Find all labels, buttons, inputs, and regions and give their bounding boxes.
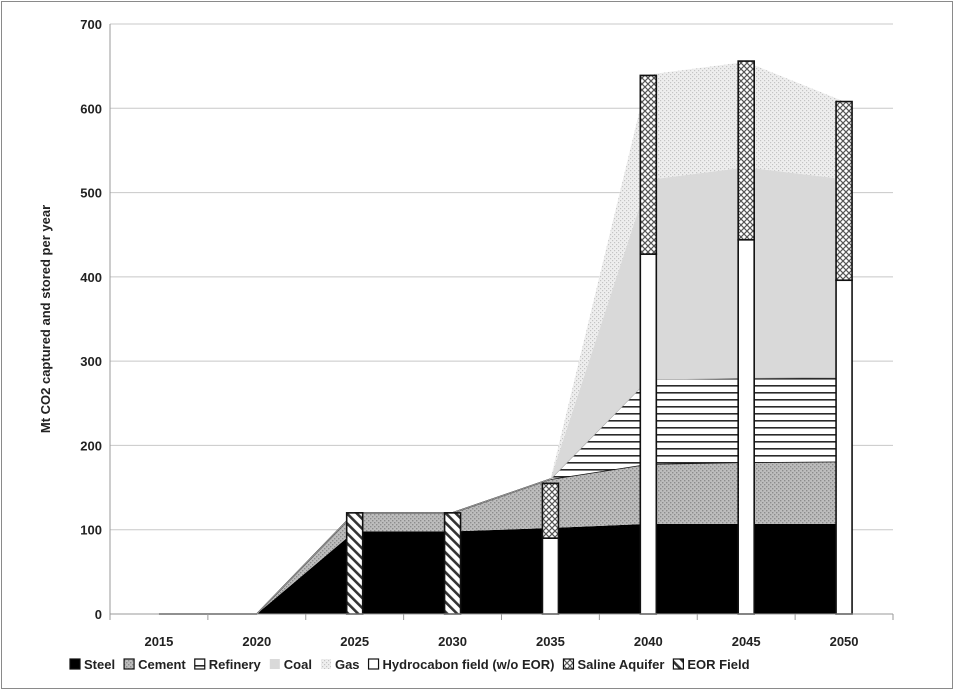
legend-label: Coal bbox=[284, 657, 312, 672]
bar-hydrocabon-field-w-o-eor-2035 bbox=[541, 537, 560, 615]
bar-saline-aquifer-2050 bbox=[835, 100, 853, 282]
y-tick-label: 300 bbox=[80, 354, 102, 369]
bar-saline-aquifer-2040 bbox=[639, 74, 658, 255]
area-edge-refinery bbox=[158, 376, 845, 615]
x-tick-label: 2050 bbox=[830, 634, 859, 649]
legend-item-cement: Cement bbox=[123, 657, 186, 672]
bar-saline-aquifer-2045 bbox=[737, 60, 755, 241]
x-tick-label: 2020 bbox=[242, 634, 271, 649]
legend-swatch bbox=[69, 658, 81, 670]
area-coal bbox=[158, 167, 845, 615]
legend-swatch bbox=[269, 659, 280, 669]
legend-item-steel: Steel bbox=[69, 657, 115, 672]
legend-item-hydrocabon-field-w-o-eor: Hydrocabon field (w/o EOR) bbox=[367, 657, 555, 672]
legend-item-refinery: Refinery bbox=[194, 657, 262, 672]
x-tick-label: 2025 bbox=[340, 634, 369, 649]
area-refinery bbox=[158, 377, 845, 614]
capture-areas bbox=[158, 61, 845, 615]
x-tick-label: 2040 bbox=[634, 634, 663, 649]
legend-swatch bbox=[562, 658, 575, 670]
x-tick-label: 2035 bbox=[536, 634, 565, 649]
legend-label: Cement bbox=[138, 657, 186, 672]
x-tick-label: 2045 bbox=[732, 634, 761, 649]
bar-hydrocabon-field-w-o-eor-2040 bbox=[639, 253, 658, 615]
storage-bars bbox=[345, 60, 853, 615]
bar-saline-aquifer-2035 bbox=[541, 482, 560, 539]
bar-hydrocabon-field-w-o-eor-2045 bbox=[737, 238, 755, 615]
legend-swatch bbox=[672, 658, 684, 670]
legend-label: Gas bbox=[335, 657, 360, 672]
legend-swatch bbox=[320, 659, 331, 669]
legend-label: Saline Aquifer bbox=[577, 657, 664, 672]
bar-hydrocabon-field-w-o-eor-2050 bbox=[835, 279, 853, 615]
x-tick-label: 2015 bbox=[144, 634, 173, 649]
legend-item-eor-field: EOR Field bbox=[672, 657, 750, 672]
legend-swatch bbox=[194, 658, 206, 670]
legend-swatch bbox=[367, 658, 380, 670]
bar-eor-field-2030 bbox=[443, 512, 462, 615]
legend-label: Hydrocabon field (w/o EOR) bbox=[383, 657, 555, 672]
y-axis-title: Mt CO2 captured and stored per year bbox=[38, 205, 53, 433]
legend-label: Refinery bbox=[209, 657, 262, 672]
legend-swatch bbox=[123, 658, 135, 670]
legend-item-gas: Gas bbox=[320, 657, 360, 672]
y-tick-label: 200 bbox=[80, 438, 102, 453]
legend-label: EOR Field bbox=[687, 657, 749, 672]
y-tick-label: 400 bbox=[80, 270, 102, 285]
legend-label: Steel bbox=[84, 657, 115, 672]
area-steel bbox=[158, 523, 845, 614]
x-tick-label: 2030 bbox=[438, 634, 467, 649]
axes bbox=[109, 24, 894, 620]
y-tick-label: 500 bbox=[80, 186, 102, 201]
area-cement bbox=[158, 461, 845, 614]
area-gas bbox=[158, 61, 845, 614]
y-tick-label: 600 bbox=[80, 101, 102, 116]
legend: Steel Cement Refinery Coal Gas Hydrocabon fie… bbox=[69, 657, 750, 672]
legend-item-saline-aquifer: Saline Aquifer bbox=[562, 657, 664, 672]
tick-labels: 0 100 200 300 400 500 600 700 2015 2020 2025 2030 20… bbox=[80, 17, 858, 649]
bar-eor-field-2025 bbox=[345, 512, 364, 615]
y-tick-label: 700 bbox=[80, 17, 102, 32]
y-tick-label: 0 bbox=[95, 607, 102, 622]
legend-item-coal: Coal bbox=[269, 657, 312, 672]
y-tick-label: 100 bbox=[80, 523, 102, 538]
